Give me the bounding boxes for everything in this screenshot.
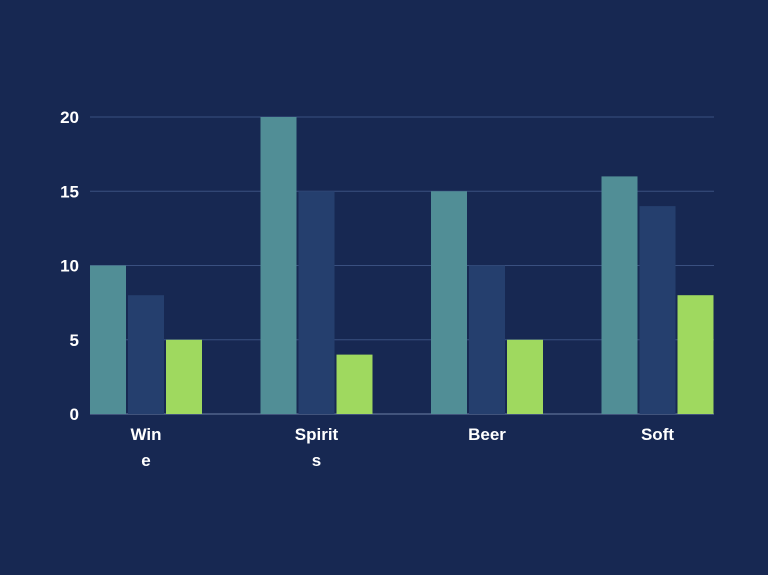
x-category-label-spirits: Spirit s [295, 425, 339, 470]
bar-spirits-series-2 [298, 191, 335, 414]
bar-wine-series-3 [166, 339, 202, 414]
x-category-label-line: Soft [641, 425, 674, 444]
x-category-label-wine: Win e [130, 425, 161, 470]
y-tick-label: 5 [70, 331, 79, 350]
bar-spirits-series-1 [260, 117, 297, 414]
y-tick-label: 15 [60, 182, 79, 201]
x-category-label-line: Beer [468, 425, 506, 444]
y-axis: 0 5 10 15 20 [60, 108, 79, 424]
x-category-label-line: Spirit [295, 425, 339, 444]
x-category-label-beer: Beer [468, 425, 506, 444]
bar-beer-series-1 [431, 191, 467, 414]
y-tick-label: 10 [60, 257, 79, 276]
bar-beer-series-2 [469, 265, 505, 414]
bars [90, 117, 714, 414]
bar-wine-series-2 [128, 295, 164, 414]
bar-spirits-series-3 [336, 354, 373, 414]
bar-beer-series-3 [507, 339, 543, 414]
y-tick-label: 0 [70, 405, 79, 424]
x-category-label-soft: Soft [641, 425, 674, 444]
x-category-label-line: Win [130, 425, 161, 444]
x-axis: Win e Spirit s Beer Soft [130, 425, 674, 470]
y-tick-label: 20 [60, 108, 79, 127]
x-category-label-line: s [312, 451, 321, 470]
bar-soft-series-2 [639, 206, 676, 414]
bar-soft-series-3 [677, 295, 714, 414]
bar-soft-series-1 [601, 176, 638, 414]
bar-wine-series-1 [90, 265, 126, 414]
x-category-label-line: e [141, 451, 150, 470]
